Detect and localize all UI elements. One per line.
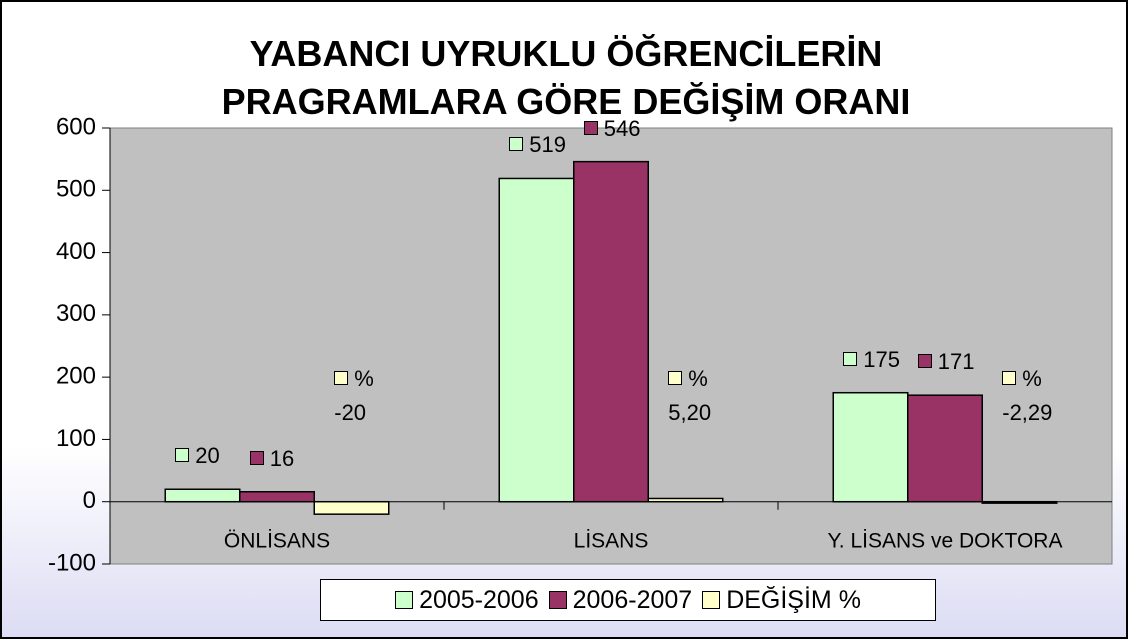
data-label-text: 171 [937, 349, 975, 375]
bar [313, 500, 390, 515]
data-label: 175 [843, 343, 900, 377]
data-label-text: 546 [603, 115, 641, 141]
legend-entry: DEĞİŞİM % [702, 586, 861, 615]
label-key [175, 448, 190, 463]
data-label-text: 20 [195, 443, 220, 469]
y-tick-label: 300 [56, 300, 96, 327]
y-tick-label: 500 [56, 176, 96, 203]
legend-key [702, 590, 721, 609]
data-label: 171 [917, 345, 975, 379]
label-key [249, 450, 264, 465]
data-label-text: 16 [269, 445, 295, 471]
legend-key [395, 590, 414, 609]
y-tick-label: 100 [56, 425, 96, 452]
label-key [917, 354, 932, 369]
data-label: 519 [509, 128, 566, 162]
data-label: 546 [583, 112, 641, 146]
data-label-text: 175 [863, 346, 900, 372]
bar [907, 394, 983, 503]
data-label: 16 [249, 442, 295, 476]
bar [647, 497, 724, 503]
legend: 2005-2006 2006-2007 DEĞİŞİM % [320, 579, 936, 621]
label-key [1002, 370, 1017, 385]
bar [239, 490, 315, 503]
y-tick-label: 200 [56, 362, 96, 389]
bar [981, 500, 1058, 504]
label-key [843, 351, 858, 366]
bar [498, 177, 575, 503]
label-key [509, 137, 524, 152]
chart-title: YABANCI UYRUKLU ÖĞRENCİLERİN PRAGRAMLARA… [221, 33, 911, 122]
y-tick-label: 0 [83, 487, 96, 514]
label-key [668, 370, 683, 385]
bar [164, 488, 241, 503]
y-tick-label: -100 [48, 549, 96, 576]
data-label-text: % -2,29 [1002, 365, 1053, 425]
data-label-text: % 5,20 [668, 365, 712, 425]
x-tick-label: Y. LİSANS ve DOKTORA [828, 529, 1063, 552]
legend-entry: 2006-2007 [548, 585, 693, 615]
data-label: 20 [175, 439, 220, 473]
y-tick-label: 600 [56, 113, 96, 140]
legend-label: 2006-2007 [572, 585, 693, 614]
legend-entry: 2005-2006 [395, 586, 539, 615]
bar [832, 391, 909, 503]
data-label-text: % -20 [334, 365, 374, 425]
label-key [334, 370, 349, 385]
data-label: % -20 [334, 362, 374, 430]
label-key [583, 120, 598, 135]
legend-label: DEĞİŞİM % [726, 585, 861, 614]
data-label: % 5,20 [668, 362, 711, 430]
x-tick-label: LİSANS [574, 529, 649, 552]
y-tick-label: 400 [56, 238, 96, 265]
bar [573, 160, 649, 503]
legend-label: 2005-2006 [419, 585, 539, 614]
data-label-text: 519 [529, 132, 566, 158]
data-label: % -2,29 [1002, 362, 1052, 430]
legend-key [548, 590, 567, 609]
x-tick-label: ÖNLİSANS [224, 529, 330, 552]
